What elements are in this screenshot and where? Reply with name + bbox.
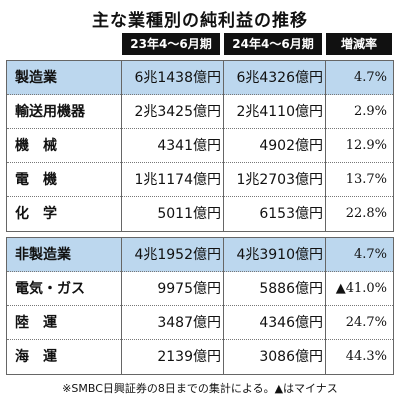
- footnote: ※SMBC日興証券の8日までの集計による。▲はマイナス: [62, 382, 338, 395]
- value-2024q2: 6153億円: [259, 206, 323, 222]
- value-2024q2: 4346億円: [259, 315, 323, 331]
- change-rate: 13.7%: [345, 172, 387, 187]
- table-row: 輸送用機器 2兆3425億円 2兆4110億円 2.9%: [7, 95, 393, 129]
- manufacturing-group: 製造業 6兆1438億円 6兆4326億円 4.7% 輸送用機器 2兆3425億円 2兆41…: [6, 60, 394, 232]
- industry-name: 電気・ガス: [15, 281, 85, 297]
- row-divider: [7, 339, 393, 340]
- row-divider: [7, 196, 393, 197]
- column-header-2024q2: 24年4〜6月期: [224, 33, 322, 55]
- row-divider: [7, 128, 393, 129]
- value-2023q2: 9975億円: [157, 281, 221, 297]
- table-row: 海 運 2139億円 3086億円 44.3%: [7, 340, 393, 374]
- value-2024q2: 5886億円: [259, 281, 323, 297]
- change-rate: 44.3%: [345, 349, 387, 364]
- industry-name: 海 運: [15, 349, 57, 365]
- non-manufacturing-group: 非製造業 4兆1952億円 4兆3910億円 4.7% 電気・ガス 9975億円 5886億…: [6, 237, 394, 375]
- industry-name: 輸送用機器: [15, 104, 85, 120]
- table-row: 化 学 5011億円 6153億円 22.8%: [7, 197, 393, 231]
- value-2023q2: 2兆3425億円: [134, 104, 221, 120]
- value-2024q2: 6兆4326億円: [236, 70, 323, 86]
- change-rate: 2.9%: [353, 104, 387, 119]
- table-row: 電気・ガス 9975億円 5886億円 ▲41.0%: [7, 272, 393, 306]
- industry-name: 陸 運: [15, 315, 57, 331]
- column-header-2023q2: 23年4〜6月期: [122, 33, 220, 55]
- table-row: 製造業 6兆1438億円 6兆4326億円 4.7%: [7, 61, 393, 95]
- row-divider: [7, 305, 393, 306]
- change-rate: 24.7%: [345, 315, 387, 330]
- table-row: 機 械 4341億円 4902億円 12.9%: [7, 129, 393, 163]
- value-2023q2: 1兆1174億円: [134, 172, 221, 188]
- change-rate: 22.8%: [345, 206, 387, 221]
- value-2024q2: 2兆4110億円: [236, 104, 323, 120]
- change-rate: ▲41.0%: [335, 281, 387, 296]
- row-divider: [7, 94, 393, 95]
- column-divider: [325, 61, 326, 231]
- row-divider: [7, 162, 393, 163]
- change-rate: 12.9%: [345, 138, 387, 153]
- column-divider: [223, 61, 224, 231]
- column-header-change-rate: 増減率: [326, 33, 392, 55]
- industry-name: 化 学: [15, 206, 57, 222]
- column-divider: [325, 238, 326, 374]
- table-row: 陸 運 3487億円 4346億円 24.7%: [7, 306, 393, 340]
- value-2023q2: 4兆1952億円: [134, 247, 221, 263]
- value-2024q2: 4兆3910億円: [236, 247, 323, 263]
- value-2023q2: 4341億円: [157, 138, 221, 154]
- value-2023q2: 6兆1438億円: [134, 70, 221, 86]
- value-2023q2: 2139億円: [157, 349, 221, 365]
- table-row: 電 機 1兆1174億円 1兆2703億円 13.7%: [7, 163, 393, 197]
- value-2024q2: 1兆2703億円: [236, 172, 323, 188]
- table-title: 主な業種別の純利益の推移: [92, 11, 308, 31]
- change-rate: 4.7%: [353, 70, 387, 85]
- value-2023q2: 3487億円: [157, 315, 221, 331]
- column-divider: [223, 238, 224, 374]
- change-rate: 4.7%: [353, 247, 387, 262]
- row-divider: [7, 271, 393, 272]
- industry-name: 製造業: [15, 70, 57, 86]
- value-2024q2: 4902億円: [259, 138, 323, 154]
- industry-name: 機 械: [15, 138, 57, 154]
- value-2024q2: 3086億円: [259, 349, 323, 365]
- column-divider: [121, 61, 122, 231]
- column-divider: [121, 238, 122, 374]
- industry-name: 非製造業: [15, 247, 71, 263]
- table-row: 非製造業 4兆1952億円 4兆3910億円 4.7%: [7, 238, 393, 272]
- value-2023q2: 5011億円: [157, 206, 221, 222]
- industry-name: 電 機: [15, 172, 57, 188]
